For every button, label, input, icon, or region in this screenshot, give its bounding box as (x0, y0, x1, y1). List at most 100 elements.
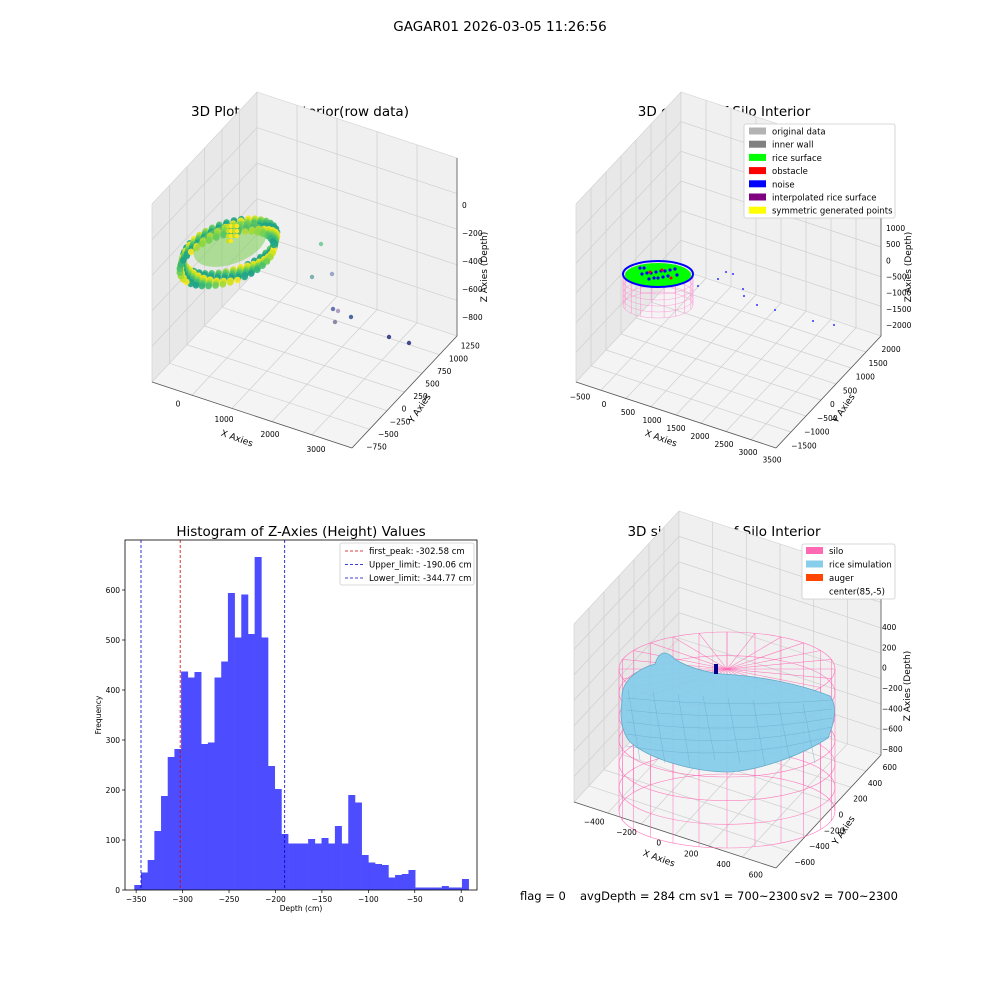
grid-line (239, 110, 440, 356)
data-point (234, 233, 240, 239)
legend-label: Upper_limit: -190.06 cm (369, 561, 472, 571)
data-point (193, 221, 267, 267)
histogram-bar (234, 637, 242, 890)
silo-wireframe (726, 659, 832, 670)
tick-label: 0 (839, 811, 844, 820)
axis-ticks: −350 −300 −250 −200 −150 −100 −50 0 0 100 200 300 40… (106, 586, 464, 904)
noise-point (833, 324, 835, 326)
surface-mesh-line (625, 708, 833, 716)
z-axis-label: Z Axies (Depth) (903, 651, 913, 722)
data-point (386, 334, 392, 340)
data-point (247, 270, 255, 277)
x-tick-label: −300 (172, 895, 193, 904)
tick-label: −2000 (886, 321, 912, 330)
tick-label: 500 (886, 240, 901, 249)
x-axis-label: Depth (cm) (280, 904, 323, 913)
noise-point (673, 267, 677, 271)
grid-line (221, 129, 423, 374)
legend-swatch (749, 127, 766, 135)
histogram-bar (328, 843, 336, 890)
legend-label: silo (829, 547, 843, 557)
histogram-bar (247, 634, 255, 890)
classified-points (622, 260, 835, 326)
tick-label: −1500 (791, 441, 817, 450)
histogram-bar (421, 887, 429, 890)
data-point (198, 282, 206, 290)
noise-point (697, 285, 699, 287)
x-axis-line (573, 801, 777, 869)
legend-swatch (749, 206, 766, 214)
reference-lines (140, 540, 286, 890)
x-axis-line (575, 381, 777, 449)
x-axis-label: X Axies (641, 849, 676, 870)
tick-label: 0 (882, 664, 887, 673)
x-tick-label: 0 (459, 895, 464, 904)
legend-label: center(85,-5) (829, 588, 885, 598)
silo-wireframe (726, 633, 756, 670)
legend-swatch (806, 547, 823, 554)
silo-wireframe (726, 668, 832, 679)
data-point (318, 241, 324, 247)
tick-label: −1000 (886, 289, 912, 298)
histogram-bar (361, 855, 369, 890)
noise-point (661, 275, 665, 279)
histogram-bar (395, 875, 403, 890)
legend-label: inner wall (772, 141, 813, 151)
histogram-bar (134, 885, 142, 890)
data-point (187, 248, 195, 256)
panel-simulation: 3D simulation of Silo Interior −400−2000… (573, 510, 913, 879)
surface-mesh-line (625, 726, 833, 741)
data-point (212, 282, 219, 289)
data-point (335, 308, 341, 314)
legend-label: noise (772, 180, 795, 190)
noise-point (732, 273, 734, 275)
histogram-bar (408, 870, 416, 890)
data-point (329, 271, 335, 277)
legend-swatch (749, 167, 766, 175)
panel-histogram: Histogram of Z-Axies (Height) Values −35… (94, 524, 478, 913)
noise-point (656, 276, 660, 280)
histogram-bars (134, 557, 469, 890)
grid-line (573, 561, 882, 676)
x-tick-label: −350 (126, 895, 147, 904)
axis-ticks: −400−2000200400600−600−400−2000200400600… (584, 623, 903, 879)
legend-label: auger (829, 574, 854, 584)
legend-label: rice surface (772, 154, 822, 164)
obstacle-point (648, 270, 652, 274)
z-axis-label: Z Axies (Depth) (480, 232, 490, 303)
grid-line (575, 180, 882, 294)
tick-label: 0 (656, 839, 661, 848)
data-point (259, 262, 266, 270)
silo-wireframe (672, 636, 728, 670)
point-cloud (176, 215, 412, 346)
silo-wireframe (726, 650, 821, 670)
histogram-bar (140, 872, 148, 890)
y-tick-label: 200 (106, 786, 121, 795)
tick-label: 400 (716, 860, 731, 869)
histogram-bar (455, 887, 463, 890)
histogram-bar (314, 843, 322, 890)
legend-swatch (749, 180, 766, 188)
histogram-bar (288, 843, 296, 890)
tick-label: 1000 (449, 354, 468, 363)
tick-label: 400 (868, 779, 883, 788)
histogram-bar (241, 594, 249, 890)
legend-label: Lower_limit: -344.77 cm (369, 574, 471, 584)
x-tick-label: −100 (358, 895, 379, 904)
y-tick-label: 0 (115, 886, 120, 895)
data-point (234, 228, 240, 234)
noise-point (638, 266, 642, 270)
tick-label: 2000 (882, 345, 901, 354)
obstacle-point (669, 276, 673, 280)
legend-swatch (749, 153, 766, 161)
x-axis-line (151, 381, 353, 449)
tick-label: −1500 (886, 305, 912, 314)
noise-point (647, 277, 651, 281)
y-tick-label: 600 (106, 586, 121, 595)
noise-point (640, 272, 644, 276)
histogram-bar (368, 862, 376, 890)
tick-label: −500 (886, 273, 907, 282)
histogram-bar (294, 843, 302, 890)
y-axis-line (775, 754, 882, 869)
legend-label: interpolated rice surface (772, 194, 877, 204)
